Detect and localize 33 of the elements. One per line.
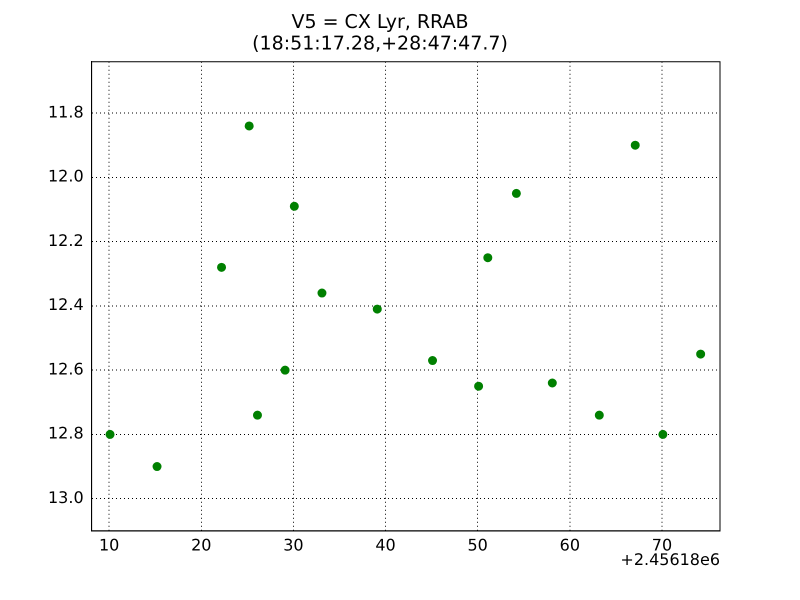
x-tick-label: 20 — [191, 536, 212, 555]
point — [548, 378, 557, 388]
point — [106, 430, 115, 439]
x-tick-label: 60 — [560, 536, 580, 555]
text: +2.45618e6 — [620, 550, 720, 569]
point — [317, 288, 326, 298]
point — [483, 253, 492, 262]
point — [217, 262, 226, 272]
point — [372, 304, 382, 314]
x-tick-label: 30 — [283, 536, 304, 555]
x-tick-label: 10 — [98, 536, 120, 555]
y-tick-label: 12.6 — [48, 359, 84, 378]
point — [428, 356, 438, 366]
y-tick-label: 12.4 — [48, 295, 84, 314]
point — [244, 121, 254, 130]
point — [594, 410, 604, 420]
point — [474, 382, 484, 391]
x-tick-label: 50 — [468, 536, 488, 555]
y-tick-label: 13.0 — [48, 488, 84, 507]
y-tick-label: 12.2 — [48, 230, 84, 250]
y-tick-label: 12.8 — [48, 424, 84, 443]
point — [252, 410, 262, 420]
point — [658, 430, 668, 439]
y-tick-label: 11.8 — [48, 102, 84, 122]
point — [290, 202, 299, 211]
point — [696, 350, 706, 359]
point — [512, 188, 521, 198]
point — [280, 366, 290, 375]
y-tick-label: 12.0 — [48, 166, 84, 186]
point — [152, 462, 162, 472]
chart-title: V5 = CX Lyr, RRAB (18:51:17.28,+28:47:47.7) — [252, 10, 508, 55]
point — [630, 140, 640, 150]
x-tick-label: 40 — [375, 536, 396, 555]
